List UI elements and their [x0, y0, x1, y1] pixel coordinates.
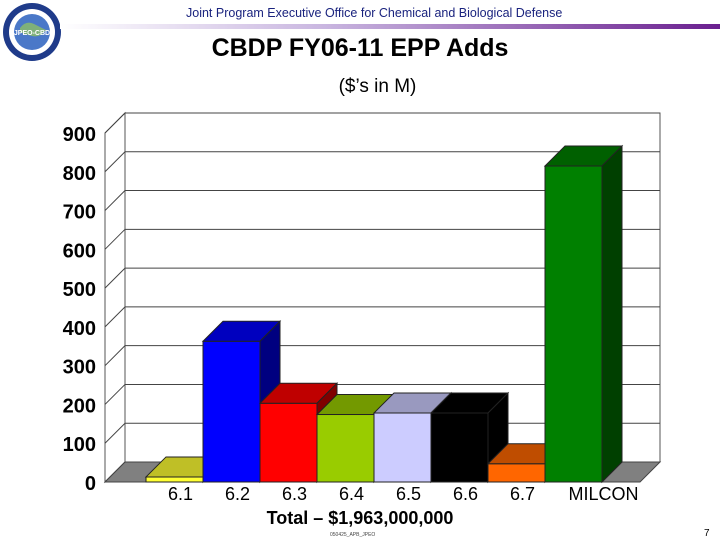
y-tick-label: 300	[63, 357, 96, 379]
gridline	[104, 190, 660, 211]
x-tick-label: 6.3	[282, 484, 307, 504]
header: JPEO-CBD Joint Program Executive Office …	[0, 0, 720, 61]
y-tick-label: 700	[63, 202, 96, 224]
y-tick-label: 100	[63, 434, 96, 456]
y-tick-label: 0	[85, 473, 96, 495]
y-tick-label: 500	[63, 279, 96, 301]
slide-title: CBDP FY06-11 EPP Adds	[211, 34, 509, 62]
bar	[259, 402, 318, 483]
gridline	[104, 151, 660, 173]
y-tick-label: 600	[63, 240, 96, 262]
page-number: 7	[704, 528, 710, 539]
bar	[373, 412, 432, 483]
bar	[316, 414, 375, 483]
bar	[544, 165, 603, 483]
org-name: Joint Program Executive Office for Chemi…	[186, 6, 563, 20]
bar	[430, 412, 489, 483]
y-tick-label: 900	[63, 124, 96, 146]
gridline	[104, 306, 660, 328]
x-tick-label: 6.5	[396, 484, 421, 504]
x-tick-label: 6.6	[453, 484, 478, 504]
bar	[487, 463, 546, 483]
bar-side	[601, 144, 623, 484]
x-tick-label: 6.2	[225, 484, 250, 504]
gridline	[104, 383, 660, 405]
bar	[202, 340, 261, 483]
x-tick-label: MILCON	[568, 484, 638, 504]
y-tick-label: 800	[63, 163, 96, 185]
gridline	[104, 112, 660, 134]
jpeo-cbd-logo: JPEO-CBD	[3, 3, 61, 61]
bar-chart: 0 100 200 300 400 500 600 700 800 900 6.1 6.2 6.3 6.4…	[63, 111, 662, 504]
gridline	[104, 345, 660, 367]
gridline	[104, 228, 660, 250]
footer-code: 050425_APB_JPEO	[330, 532, 376, 538]
y-tick-label: 400	[63, 318, 96, 340]
slide-subtitle: ($’s in M)	[338, 76, 417, 97]
header-divider	[60, 24, 720, 29]
y-tick-label: 200	[63, 395, 96, 417]
gridline	[104, 267, 660, 289]
x-tick-label: 6.4	[339, 484, 364, 504]
total-amount: Total – $1,963,000,000	[266, 508, 454, 528]
x-tick-label: 6.1	[168, 484, 193, 504]
bar	[145, 476, 204, 483]
logo-text: JPEO-CBD	[14, 30, 50, 37]
x-tick-label: 6.7	[510, 484, 535, 504]
